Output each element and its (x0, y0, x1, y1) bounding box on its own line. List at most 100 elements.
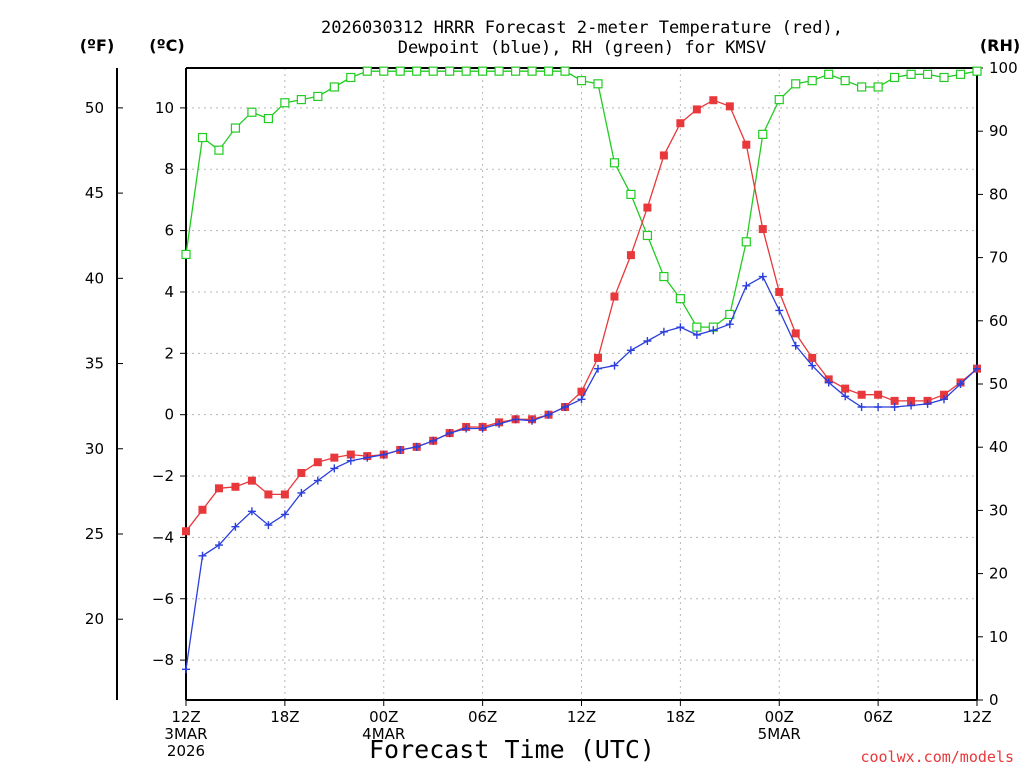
temperature-point (676, 119, 685, 128)
rh-point (346, 72, 356, 83)
dewpoint-point (610, 361, 619, 370)
dewpoint-point (231, 522, 240, 531)
temperature-point (643, 203, 652, 212)
celsius-tick-label: −6 (152, 590, 174, 608)
dewpoint-point (775, 306, 784, 315)
celsius-tick-label: 0 (164, 406, 174, 424)
rh-point (230, 123, 241, 133)
dewpoint-point (429, 436, 438, 445)
dewpoint-point (676, 323, 685, 332)
rh-point (840, 76, 850, 86)
dewpoint-point (412, 442, 421, 451)
rh-point (857, 82, 867, 92)
celsius-tick-label: 4 (164, 283, 174, 301)
rh-point (659, 271, 669, 282)
rh-point (527, 66, 537, 76)
temperature-point (725, 102, 734, 111)
celsius-tick-label: 2 (164, 344, 174, 362)
rh-point (609, 158, 620, 168)
dewpoint-point (528, 416, 537, 425)
rh-point (791, 79, 801, 89)
time-tick-label: 2026 (167, 742, 205, 760)
dewpoint-point (379, 450, 388, 459)
rh-point (263, 113, 273, 124)
rh-point (329, 82, 339, 92)
rh-point (593, 79, 603, 89)
dewpoint-point (742, 281, 751, 290)
rh-point (890, 72, 900, 83)
time-tick-label: 06Z (863, 708, 892, 726)
temperature-point (907, 396, 916, 405)
rh-line (185, 70, 978, 328)
rh-point (692, 322, 702, 332)
dewpoint-point (363, 453, 372, 462)
temperature-point (874, 390, 883, 399)
dewpoint-point (247, 507, 256, 516)
rh-point (313, 91, 323, 102)
dewpoint-point (643, 337, 652, 345)
rh-point (955, 69, 966, 79)
temperature-point (330, 453, 339, 462)
temperature-point (231, 482, 240, 491)
rh-point (626, 189, 636, 199)
rh-point (461, 66, 471, 76)
rh-point (873, 82, 883, 92)
rh-point (247, 107, 257, 117)
time-tick-label: 5MAR (758, 725, 801, 743)
credit-label: coolwx.com/models (860, 748, 1014, 766)
temperature-point (593, 353, 602, 362)
dewpoint-point (346, 456, 355, 465)
time-tick-label: 00Z (369, 708, 398, 726)
temperature-point (313, 458, 322, 467)
series-rh (181, 66, 982, 332)
time-tick-label: 12Z (962, 708, 991, 726)
rh-point (906, 69, 916, 79)
temperature-point (890, 396, 899, 405)
fahrenheit-tick-label: 35 (85, 355, 104, 373)
axes (116, 67, 978, 701)
rh-tick-label: 20 (989, 565, 1008, 583)
temperature-point (940, 390, 949, 399)
time-tick-label: 18Z (666, 708, 695, 726)
dewpoint-point (478, 424, 487, 433)
rh-tick-label: 30 (989, 501, 1008, 519)
dewpoint-point (890, 403, 899, 411)
rh-point (642, 230, 653, 241)
celsius-unit-label: (ºC) (149, 36, 184, 55)
fahrenheit-unit-label: (ºF) (80, 36, 115, 55)
rh-point (428, 66, 438, 76)
grid-lines (186, 68, 977, 700)
dewpoint-point (511, 415, 520, 424)
dewpoint-point (725, 320, 734, 329)
temperature-point (577, 387, 586, 396)
rh-point (494, 66, 504, 76)
rh-point (543, 66, 554, 76)
rh-point (576, 76, 587, 86)
dewpoint-point (709, 326, 718, 335)
celsius-tick-label: −8 (152, 651, 174, 669)
dewpoint-point (462, 424, 471, 433)
rh-point (379, 66, 389, 76)
dewpoint-point (626, 346, 635, 355)
rh-point (922, 69, 933, 79)
temperature-point (709, 96, 718, 105)
chart-title: 2026030312 HRRR Forecast 2-meter Tempera… (321, 18, 843, 58)
dewpoint-point (198, 551, 207, 560)
dewpoint-point (313, 476, 322, 485)
temperature-point (182, 527, 190, 536)
dewpoint-point (973, 364, 981, 373)
dewpoint-point (907, 401, 916, 410)
data-series (181, 66, 982, 674)
rh-tick-label: 100 (989, 59, 1018, 77)
rh-point (774, 94, 784, 105)
celsius-tick-label: 10 (155, 99, 174, 117)
temperature-point (198, 505, 207, 514)
celsius-tick-label: −4 (152, 528, 174, 546)
celsius-tick-label: −2 (152, 467, 174, 485)
dewpoint-point (808, 361, 817, 370)
time-tick-label: 3MAR (164, 725, 207, 743)
temperature-point (346, 450, 355, 459)
rh-point (395, 66, 405, 76)
